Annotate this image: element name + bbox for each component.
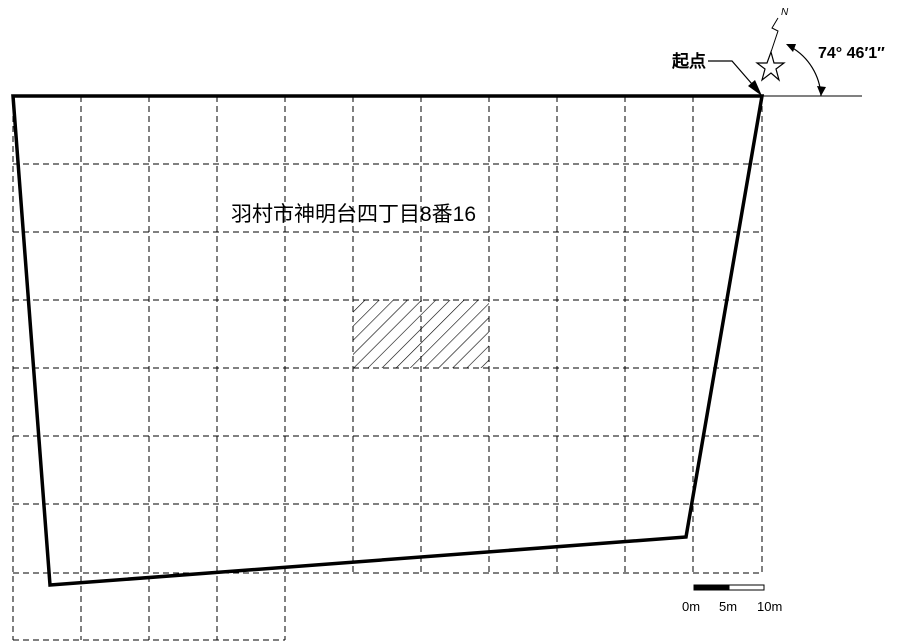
hatched-area: [353, 300, 489, 368]
start-point-label: 起点: [671, 51, 706, 71]
north-label: N: [781, 7, 789, 18]
scale-label-10: 10m: [757, 599, 782, 614]
scale-label-5: 5m: [719, 599, 737, 614]
bearing-label: 74° 46′1″: [818, 45, 885, 62]
parcel-boundary: [11, 94, 765, 587]
parcel-address: 羽村市神明台四丁目8番16: [231, 203, 476, 226]
north-compass-icon: [755, 17, 786, 82]
leader-arrow-icon: [708, 60, 762, 96]
scale-bar: [693, 584, 765, 591]
bearing-arc: [786, 44, 826, 97]
scale-label-0: 0m: [682, 599, 700, 614]
